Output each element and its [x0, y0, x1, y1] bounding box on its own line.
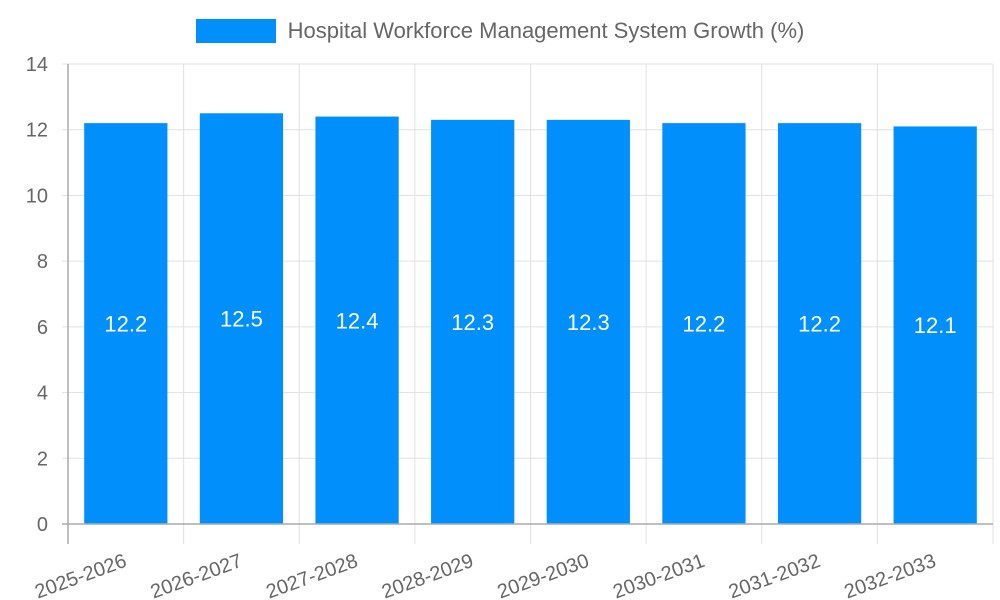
x-tick-label: 2028-2029: [379, 550, 476, 600]
bar-value-label: 12.3: [451, 310, 494, 335]
bar[interactable]: [315, 116, 399, 525]
x-tick-label: 2031-2032: [726, 550, 823, 600]
bar-value-label: 12.2: [104, 312, 147, 337]
bar-value-label: 12.4: [336, 308, 379, 333]
y-tick-label: 4: [37, 383, 48, 405]
x-tick-label: 2027-2028: [263, 550, 360, 600]
bar[interactable]: [431, 119, 515, 524]
bar-value-label: 12.2: [683, 312, 726, 337]
bar[interactable]: [546, 119, 630, 524]
bar[interactable]: [893, 126, 977, 524]
x-tick-label: 2029-2030: [495, 550, 592, 600]
x-tick-label: 2030-2031: [610, 550, 707, 600]
x-tick-label: 2026-2027: [148, 550, 245, 600]
bar[interactable]: [777, 123, 862, 525]
y-tick-label: 14: [26, 54, 48, 76]
y-tick-label: 12: [26, 120, 48, 142]
chart-legend: Hospital Workforce Management System Gro…: [0, 18, 1000, 44]
bar[interactable]: [84, 123, 168, 525]
x-tick-label: 2032-2033: [841, 550, 938, 600]
bar-value-label: 12.1: [914, 313, 957, 338]
x-tick-label: 2025-2026: [32, 550, 129, 600]
bar-value-label: 12.5: [220, 307, 263, 332]
bar[interactable]: [199, 113, 284, 525]
y-tick-label: 10: [26, 185, 48, 207]
y-tick-label: 6: [37, 317, 48, 339]
bar-value-label: 12.3: [567, 310, 610, 335]
y-tick-label: 0: [37, 514, 48, 536]
y-tick-label: 8: [37, 251, 48, 273]
legend-label[interactable]: Hospital Workforce Management System Gro…: [287, 18, 805, 43]
bar-value-label: 12.2: [798, 312, 841, 337]
bar[interactable]: [662, 123, 746, 525]
y-tick-label: 2: [37, 448, 48, 470]
legend-swatch[interactable]: [195, 19, 276, 43]
